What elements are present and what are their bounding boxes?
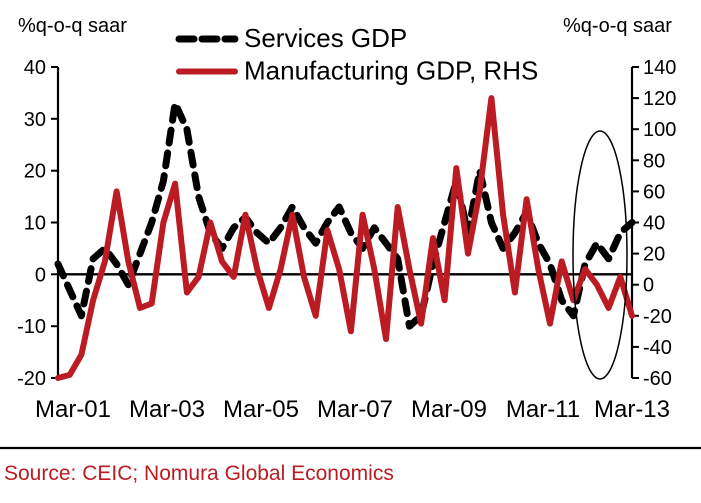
svg-text:Services GDP: Services GDP — [244, 23, 407, 53]
svg-text:%q-o-q saar: %q-o-q saar — [18, 15, 127, 37]
svg-text:-60: -60 — [643, 368, 672, 390]
svg-text:%q-o-q saar: %q-o-q saar — [563, 15, 672, 37]
svg-text:-10: -10 — [17, 316, 46, 338]
svg-text:20: 20 — [24, 161, 46, 183]
svg-text:140: 140 — [643, 57, 676, 79]
svg-text:20: 20 — [643, 244, 665, 266]
svg-text:Mar-07: Mar-07 — [317, 396, 393, 423]
svg-text:0: 0 — [35, 264, 46, 286]
svg-text:60: 60 — [643, 181, 665, 203]
svg-text:Source: CEIC; Nomura Global Ec: Source: CEIC; Nomura Global Economics — [4, 462, 394, 485]
svg-text:10: 10 — [24, 213, 46, 235]
svg-text:-20: -20 — [17, 368, 46, 390]
svg-text:100: 100 — [643, 119, 676, 141]
svg-text:30: 30 — [24, 109, 46, 131]
svg-text:Mar-03: Mar-03 — [129, 396, 205, 423]
svg-text:Mar-05: Mar-05 — [223, 396, 299, 423]
svg-text:0: 0 — [643, 275, 654, 297]
svg-text:Mar-01: Mar-01 — [35, 396, 111, 423]
svg-text:120: 120 — [643, 88, 676, 110]
svg-text:Manufacturing GDP, RHS: Manufacturing GDP, RHS — [244, 56, 538, 86]
svg-text:40: 40 — [24, 57, 46, 79]
svg-text:-40: -40 — [643, 337, 672, 359]
svg-text:Mar-13: Mar-13 — [594, 396, 670, 423]
svg-text:40: 40 — [643, 213, 665, 235]
svg-text:-20: -20 — [643, 306, 672, 328]
svg-text:Mar-09: Mar-09 — [411, 396, 487, 423]
svg-text:Mar-11: Mar-11 — [506, 396, 580, 423]
svg-text:80: 80 — [643, 150, 665, 172]
